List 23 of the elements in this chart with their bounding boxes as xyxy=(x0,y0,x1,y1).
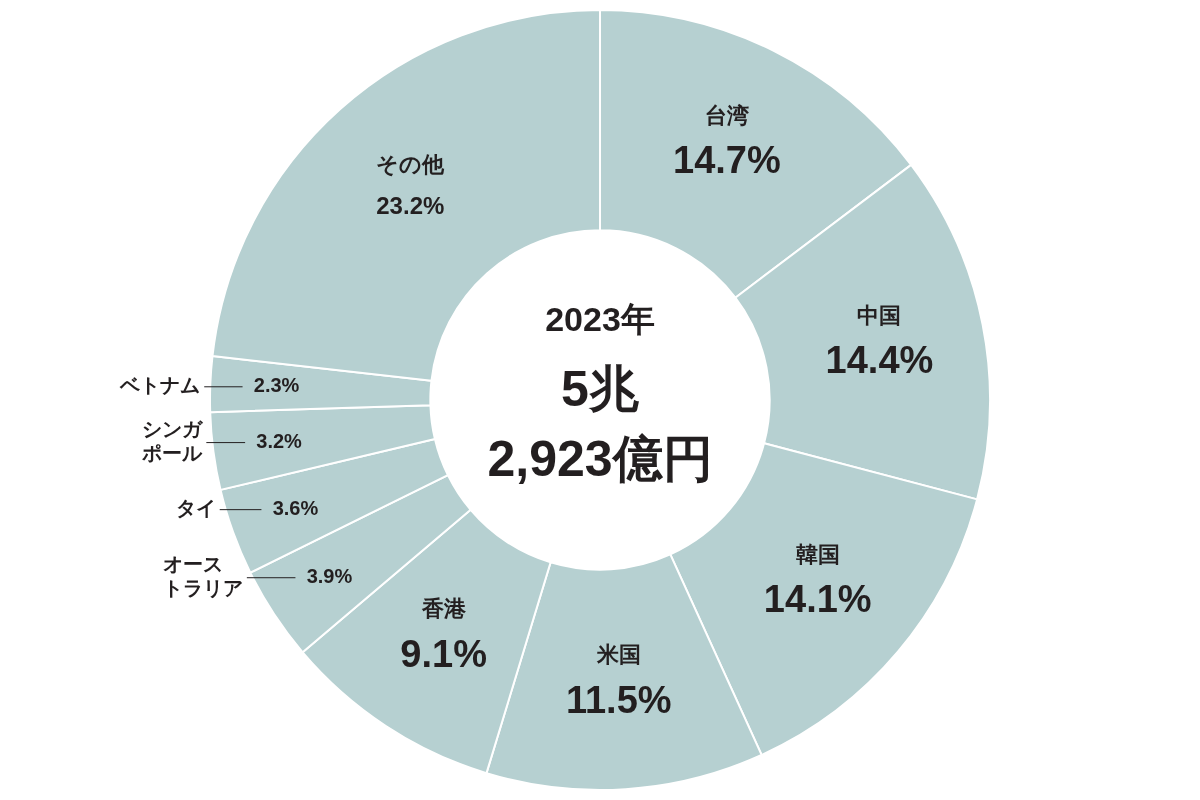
data-label: 9.1% xyxy=(400,632,487,675)
text: 2,923億円 xyxy=(487,430,713,487)
data-label: 14.1% xyxy=(763,578,872,621)
slice-label: 韓国 xyxy=(795,541,840,567)
slice-label: オーストラリア xyxy=(162,553,243,600)
slice-label: シンガポール xyxy=(141,418,205,465)
slice-label: 中国 xyxy=(857,302,902,328)
text: 2023年 xyxy=(545,300,655,339)
text: 5兆 xyxy=(561,360,639,417)
data-label: 14.4% xyxy=(825,339,934,382)
data-label: 2.3% xyxy=(253,374,300,397)
data-label: 11.5% xyxy=(565,678,672,721)
data-label: 23.2% xyxy=(376,192,445,220)
data-label: 3.6% xyxy=(272,497,319,520)
slice-label: 米国 xyxy=(595,642,641,668)
slice-label: タイ xyxy=(175,497,216,520)
slice-label: ベトナム xyxy=(119,374,201,397)
data-label: 3.9% xyxy=(306,565,353,588)
slice-label: 台湾 xyxy=(704,103,749,129)
data-label: 3.2% xyxy=(256,430,303,453)
slice-label: その他 xyxy=(376,151,446,177)
slice-label: 香港 xyxy=(420,596,467,622)
data-label: 14.7% xyxy=(673,139,781,182)
